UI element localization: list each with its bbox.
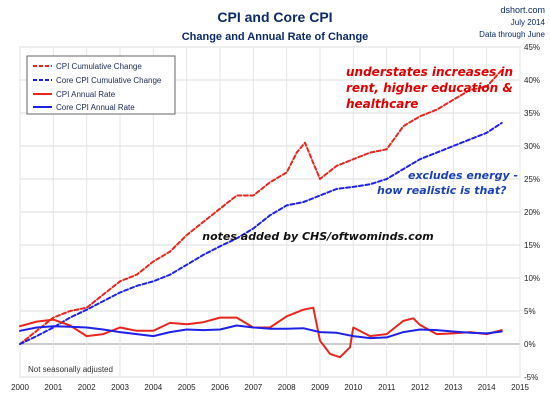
x-tick-label: 2007 (244, 383, 262, 392)
y-tick-label: 25% (524, 175, 540, 184)
note-red-line-1: understates increases in (346, 65, 513, 79)
y-tick-label: 30% (524, 142, 540, 151)
x-tick-label: 2015 (511, 383, 529, 392)
x-tick-label: 2006 (211, 383, 229, 392)
y-tick-label: -5% (524, 373, 538, 382)
x-ticks-layer: 2000 2001 2002 2003 2004 2005 2006 2007 2008 2009… (11, 383, 529, 392)
x-tick-label: 2002 (78, 383, 96, 392)
x-tick-label: 2011 (378, 383, 396, 392)
footnote-not-seasonally-adjusted: Not seasonally adjusted (28, 365, 113, 374)
y-tick-label: 5% (524, 307, 536, 316)
core-cpi-annual-rate-line (19, 324, 503, 340)
legend-label-core-cumulative: Core CPI Cumulative Change (56, 76, 162, 85)
x-tick-label: 2003 (111, 383, 129, 392)
x-tick-label: 2012 (411, 383, 429, 392)
y-tick-label: 15% (524, 241, 540, 250)
x-tick-label: 2010 (344, 383, 362, 392)
cpi-cumulative-line (19, 69, 503, 345)
note-blue-line-1: excludes energy - (408, 169, 518, 182)
source-site: dshort.com (500, 5, 545, 15)
legend-label-core-annual: Core CPI Annual Rate (56, 103, 135, 112)
chart-subtitle: Change and Annual Rate of Change (182, 31, 369, 43)
y-ticks-layer: -5% 0% 5% 10% 15% 20% 25% 30% 35% 40% 45% (524, 43, 540, 382)
note-red-line-3: healthcare (346, 97, 418, 111)
x-tick-label: 2001 (44, 383, 62, 392)
x-tick-label: 2009 (311, 383, 329, 392)
chart-title: CPI and Core CPI (217, 9, 332, 25)
legend: CPI Cumulative Change Core CPI Cumulativ… (26, 55, 176, 115)
source-through: Data through June (479, 30, 545, 39)
legend-label-cpi-annual: CPI Annual Rate (56, 90, 116, 99)
y-tick-label: 45% (524, 43, 540, 52)
note-credit: notes added by CHS/oftwominds.com (202, 230, 433, 243)
x-tick-label: 2014 (478, 383, 496, 392)
source-date: July 2014 (511, 18, 546, 27)
y-tick-label: 20% (524, 208, 540, 217)
x-tick-label: 2000 (11, 383, 29, 392)
note-red-line-2: rent, higher education & (346, 81, 513, 95)
y-tick-label: 35% (524, 109, 540, 118)
x-tick-label: 2005 (178, 383, 196, 392)
y-tick-label: 40% (524, 76, 540, 85)
note-blue-line-2: how realistic is that? (377, 184, 507, 197)
core-cpi-cumulative-line (19, 121, 503, 345)
series-layer (19, 69, 503, 359)
y-tick-label: 10% (524, 274, 540, 283)
legend-label-cpi-cumulative: CPI Cumulative Change (56, 62, 142, 71)
x-tick-label: 2008 (278, 383, 296, 392)
x-tick-label: 2013 (444, 383, 462, 392)
x-tick-label: 2004 (144, 383, 162, 392)
y-tick-label: 0% (524, 340, 536, 349)
